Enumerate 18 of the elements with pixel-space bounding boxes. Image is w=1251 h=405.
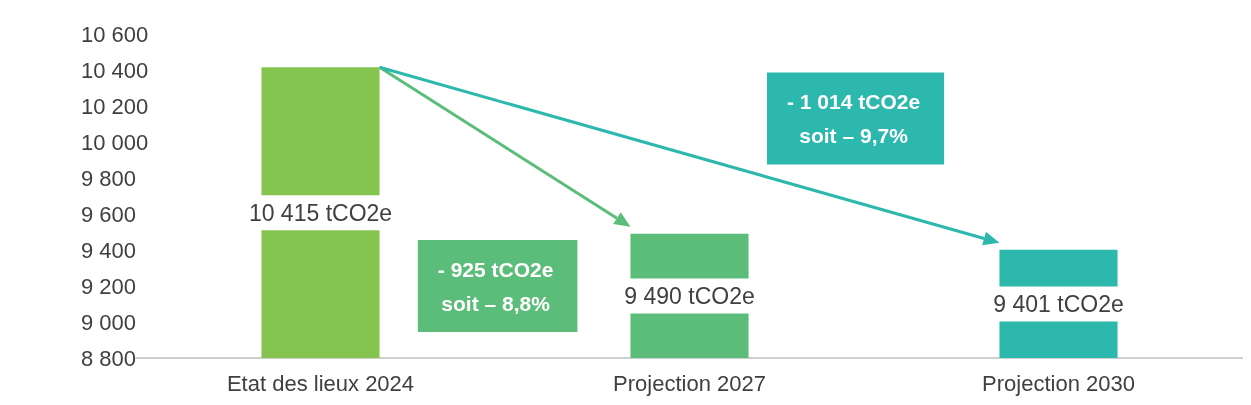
data-label: 10 415 tCO2e [248,199,393,226]
x-tick-label: Etat des lieux 2024 [226,370,415,396]
y-tick-label: 10 400 [81,57,149,83]
y-tick-label: 9 000 [81,309,137,335]
y-tick-label: 8 800 [81,345,137,371]
y-tick-label: 9 800 [81,165,137,191]
annotation: - 1 014 tCO2e soit – 9,7% [787,90,921,148]
x-tick-label: Projection 2030 [982,370,1135,396]
y-tick-label: 10 600 [81,21,149,47]
y-tick-label: 10 200 [81,93,149,119]
y-tick-label: 10 000 [81,129,149,155]
data-label: 9 401 tCO2e [993,290,1124,317]
y-tick-label: 9 400 [81,237,137,263]
x-tick-label: Projection 2027 [613,370,766,396]
y-tick-label: 9 600 [81,201,137,227]
y-tick-label: 9 200 [81,273,137,299]
data-label: 9 490 tCO2e [624,282,755,309]
annotation: - 925 tCO2e soit – 8,8% [437,257,554,315]
